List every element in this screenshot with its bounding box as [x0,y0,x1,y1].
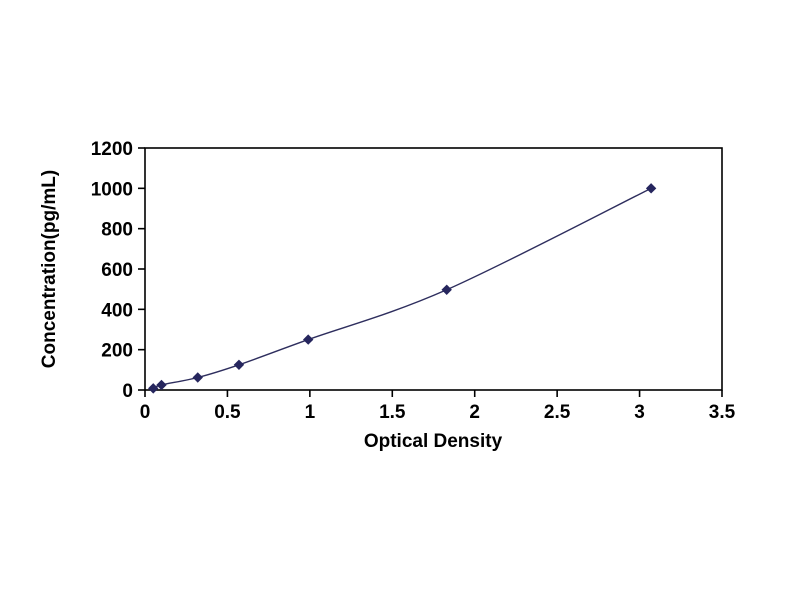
data-point-marker [303,334,314,345]
series-line [152,187,652,390]
y-tick-label: 200 [101,341,133,362]
data-point-marker [148,383,159,394]
plot-group: 0 0.5 1 1.5 2 2.5 3 3.5 0 200 400 600 800 1000 1200 [91,139,736,423]
x-tick-label: 2 [469,402,480,423]
x-tick-label: 0.5 [214,402,241,423]
x-tick-label: 2.5 [544,402,571,423]
data-point-marker [192,372,203,383]
data-point-marker [441,284,452,295]
plot-frame [144,147,723,391]
y-tick-label: 1000 [91,179,133,200]
y-tick-label: 800 [101,220,133,241]
x-axis-label: Optical Density [364,431,503,452]
y-axis-label: Concentration(pg/mL) [39,170,60,368]
data-point-marker [645,183,657,194]
y-tick-label: 600 [101,260,133,281]
x-tick-label: 3 [634,402,645,423]
y-tick-label: 400 [101,300,133,321]
x-tick-label: 1.5 [379,402,406,423]
y-tick-label: 1200 [91,139,133,160]
data-point-marker [156,379,167,391]
y-tick-label: 0 [122,381,133,402]
x-tick-label: 1 [305,402,316,423]
x-tick-label: 3.5 [709,402,736,423]
data-point-marker [233,359,245,370]
x-tick-label: 0 [140,402,151,423]
